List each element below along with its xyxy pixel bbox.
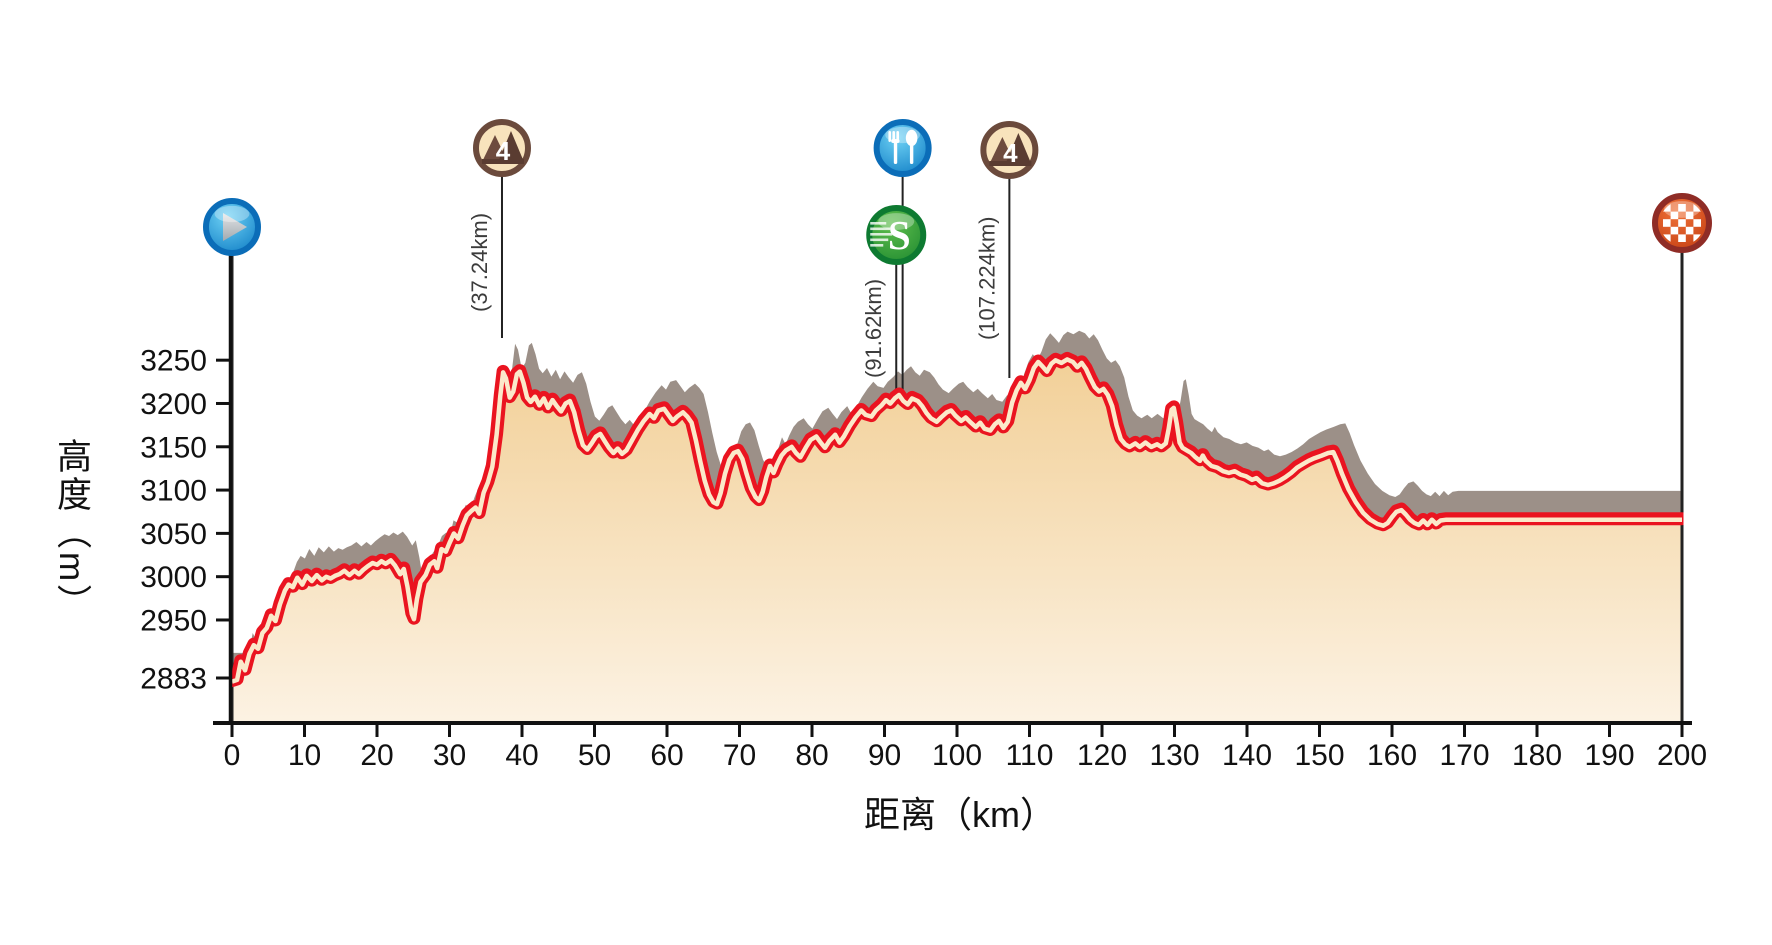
y-tick-label: 2950: [140, 604, 207, 637]
x-tick-label: 100: [932, 739, 982, 772]
x-axis-title: 距离（km）: [864, 794, 1056, 835]
x-tick-label: 0: [224, 739, 241, 772]
x-tick-label: 160: [1367, 739, 1417, 772]
x-tick-label: 70: [723, 739, 756, 772]
finish-checkered-icon: [1652, 193, 1712, 253]
axes: 2883 2950 3000 3050 3100 3150 3200 3250 0 10 20 30 4…: [140, 253, 1707, 772]
sprint-distance-label: (91.62km): [861, 279, 886, 378]
x-tick-label: 140: [1222, 739, 1272, 772]
svg-text:S: S: [888, 212, 911, 258]
x-tick-label: 80: [795, 739, 828, 772]
x-tick-label: 200: [1657, 739, 1707, 772]
svg-text:4: 4: [1003, 138, 1018, 168]
x-tick-label: 10: [288, 739, 321, 772]
climb-1-distance-label: (37.24km): [467, 213, 492, 312]
y-tick-label: 3150: [140, 431, 207, 464]
x-tick-label: 190: [1584, 739, 1634, 772]
y-axis-title: 高度（m）: [52, 438, 91, 623]
sprint-s-icon: S: [866, 205, 927, 265]
x-tick-label: 150: [1294, 739, 1344, 772]
x-tick-label: 40: [505, 739, 538, 772]
x-tick-label: 170: [1439, 739, 1489, 772]
y-tick-label: 3050: [140, 518, 207, 551]
x-tick-label: 60: [650, 739, 683, 772]
x-tick-label: 50: [578, 739, 611, 772]
x-tick-label: 90: [868, 739, 901, 772]
x-tick-label: 110: [1006, 739, 1054, 772]
x-tick-label: 130: [1149, 739, 1199, 772]
mountain-category-icon: 4: [472, 119, 531, 177]
svg-text:4: 4: [496, 136, 511, 166]
y-tick-label: 3200: [140, 388, 207, 421]
y-tick-label: 2883: [140, 663, 207, 696]
play-icon: [203, 198, 261, 256]
y-tick-label: 3000: [140, 561, 207, 594]
x-tick-label: 120: [1077, 739, 1127, 772]
y-tick-label: 3250: [140, 345, 207, 378]
feed-station-icon: [873, 119, 932, 177]
x-tick-label: 20: [360, 739, 393, 772]
y-tick-label: 3100: [140, 475, 207, 508]
mountain-category-icon: 4: [980, 121, 1039, 179]
x-tick-label: 180: [1512, 739, 1562, 772]
climb-2-distance-label: (107.224km): [974, 216, 999, 340]
elevation-line: [229, 351, 1684, 688]
x-tick-label: 30: [433, 739, 466, 772]
